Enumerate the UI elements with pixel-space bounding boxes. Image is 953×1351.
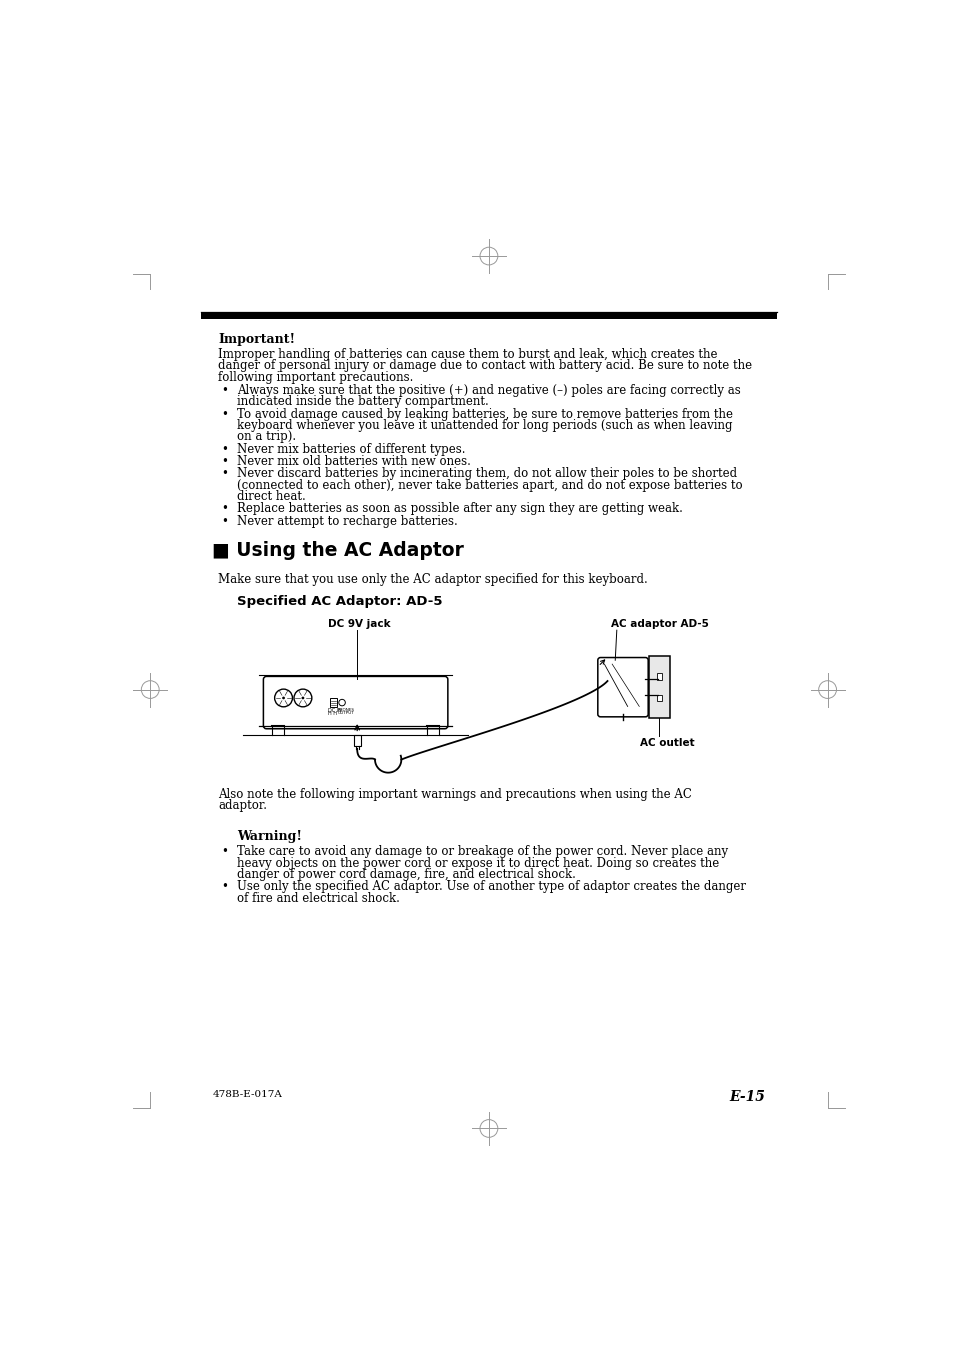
- Text: AC outlet: AC outlet: [639, 738, 694, 748]
- Text: H H: H H: [328, 711, 337, 716]
- Text: Use only the specified AC adaptor. Use of another type of adaptor creates the da: Use only the specified AC adaptor. Use o…: [236, 881, 745, 893]
- Text: ■ Using the AC Adaptor: ■ Using the AC Adaptor: [212, 540, 464, 559]
- Text: •: •: [221, 408, 228, 420]
- Text: •: •: [221, 467, 228, 480]
- Bar: [330, 698, 336, 707]
- Text: Never attempt to recharge batteries.: Never attempt to recharge batteries.: [236, 515, 457, 528]
- Text: Improper handling of batteries can cause them to burst and leak, which creates t: Improper handling of batteries can cause…: [218, 349, 718, 361]
- Text: •: •: [221, 881, 228, 893]
- Text: Take care to avoid any damage to or breakage of the power cord. Never place any: Take care to avoid any damage to or brea…: [236, 846, 727, 858]
- Text: of fire and electrical shock.: of fire and electrical shock.: [236, 892, 399, 905]
- Text: adaptor.: adaptor.: [218, 800, 267, 812]
- FancyBboxPatch shape: [598, 658, 647, 717]
- Text: Also note the following important warnings and precautions when using the AC: Also note the following important warnin…: [218, 788, 692, 801]
- Circle shape: [301, 697, 304, 700]
- Text: Never mix old batteries with new ones.: Never mix old batteries with new ones.: [236, 455, 471, 467]
- Text: •: •: [221, 443, 228, 455]
- Text: 478B-E-017A: 478B-E-017A: [212, 1090, 282, 1098]
- Circle shape: [282, 697, 285, 700]
- Text: direct heat.: direct heat.: [236, 490, 306, 503]
- Text: Always make sure that the positive (+) and negative (–) poles are facing correct: Always make sure that the positive (+) a…: [236, 384, 740, 397]
- Text: •: •: [221, 455, 228, 467]
- Bar: [354, 735, 360, 746]
- Text: danger of personal injury or damage due to contact with battery acid. Be sure to: danger of personal injury or damage due …: [218, 359, 752, 373]
- Text: keyboard whenever you leave it unattended for long periods (such as when leaving: keyboard whenever you leave it unattende…: [236, 419, 732, 432]
- Text: Specified AC Adaptor: AD-5: Specified AC Adaptor: AD-5: [236, 594, 442, 608]
- Text: on a trip).: on a trip).: [236, 431, 295, 443]
- Text: indicated inside the battery compartment.: indicated inside the battery compartment…: [236, 396, 488, 408]
- FancyBboxPatch shape: [263, 677, 447, 728]
- Text: E-15: E-15: [729, 1090, 765, 1104]
- Bar: [657, 694, 660, 701]
- Text: danger of power cord damage, fire, and electrical shock.: danger of power cord damage, fire, and e…: [236, 867, 576, 881]
- Bar: [200, 313, 777, 319]
- Text: •: •: [221, 515, 228, 528]
- Text: Make sure that you use only the AC adaptor specified for this keyboard.: Make sure that you use only the AC adapt…: [218, 573, 647, 586]
- Text: Important!: Important!: [218, 334, 295, 346]
- Text: AC adaptor AD-5: AC adaptor AD-5: [611, 619, 708, 628]
- Text: heavy objects on the power cord or expose it to direct heat. Doing so creates th: heavy objects on the power cord or expos…: [236, 857, 719, 870]
- Text: Never discard batteries by incinerating them, do not allow their poles to be sho: Never discard batteries by incinerating …: [236, 467, 737, 480]
- Text: Never mix batteries of different types.: Never mix batteries of different types.: [236, 443, 465, 455]
- Text: PHONES: PHONES: [337, 708, 355, 712]
- Text: Replace batteries as soon as possible after any sign they are getting weak.: Replace batteries as soon as possible af…: [236, 503, 682, 515]
- Text: Warning!: Warning!: [236, 830, 302, 843]
- Text: •: •: [221, 503, 228, 515]
- Text: DC IN: DC IN: [328, 708, 342, 713]
- Text: •: •: [221, 846, 228, 858]
- Text: DC 9V jack: DC 9V jack: [328, 619, 390, 628]
- Bar: [648, 657, 670, 717]
- Text: (connected to each other), never take batteries apart, and do not expose batteri: (connected to each other), never take ba…: [236, 478, 741, 492]
- Text: OUTPUT: OUTPUT: [337, 711, 355, 715]
- Text: To avoid damage caused by leaking batteries, be sure to remove batteries from th: To avoid damage caused by leaking batter…: [236, 408, 732, 420]
- Bar: [657, 673, 660, 680]
- Text: following important precautions.: following important precautions.: [218, 372, 414, 384]
- Text: •: •: [221, 384, 228, 397]
